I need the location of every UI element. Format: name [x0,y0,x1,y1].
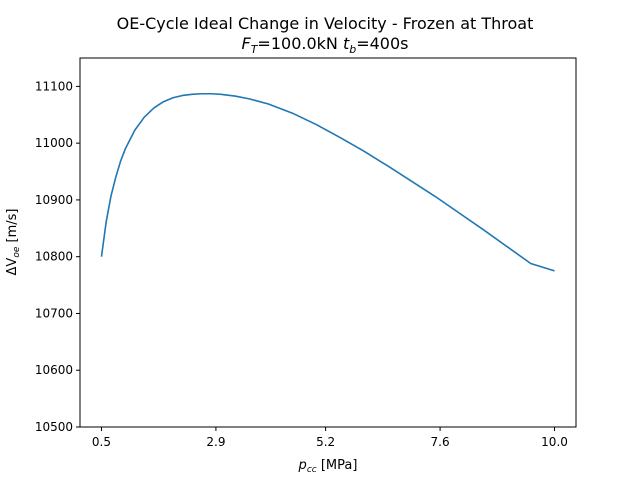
x-axis-label-symbol: p [298,458,307,473]
subtitle-t-subscript: b [349,43,356,56]
subtitle-t-value: =400s [356,34,408,53]
y-axis-label: ΔVoe [m/s] [5,209,22,276]
y-axis: 10500 10600 10700 10800 10900 11000 11100 [35,79,80,434]
y-tick-label: 10600 [35,363,73,377]
x-axis-label-unit: [MPa] [317,458,358,473]
x-tick-label: 2.9 [206,435,225,449]
y-tick-label: 10700 [35,306,73,320]
x-axis-label: pcc [MPa] [298,458,358,475]
x-tick-label: 0.5 [92,435,111,449]
subtitle-f-symbol: F [241,34,251,53]
plot-frame [79,57,577,428]
subtitle-f-subscript: T [251,43,259,56]
x-axis: 0.5 2.9 5.2 7.6 10.0 [92,427,568,449]
y-tick-label: 11000 [35,136,73,150]
y-axis-label-unit: [m/s] [5,209,20,247]
x-tick-label: 10.0 [541,435,568,449]
x-tick-label: 7.6 [431,435,450,449]
subtitle-f-value: =100.0kN [257,34,343,53]
y-axis-label-symbol: ΔV [5,258,20,276]
x-tick-label: 5.2 [316,435,335,449]
series-line [100,92,555,272]
series-group [100,92,555,272]
chart-title: OE-Cycle Ideal Change in Velocity - Froz… [117,14,534,33]
y-tick-label: 10500 [35,420,73,434]
chart-subtitle: FT=100.0kN tb=400s [241,34,408,56]
subtitle-t-symbol: t [343,34,350,53]
y-tick-label: 10800 [35,250,73,264]
x-axis-label-subscript: cc [307,465,317,475]
y-tick-label: 10900 [35,193,73,207]
y-tick-label: 11100 [35,79,73,93]
y-axis-label-subscript: oe [12,246,22,258]
